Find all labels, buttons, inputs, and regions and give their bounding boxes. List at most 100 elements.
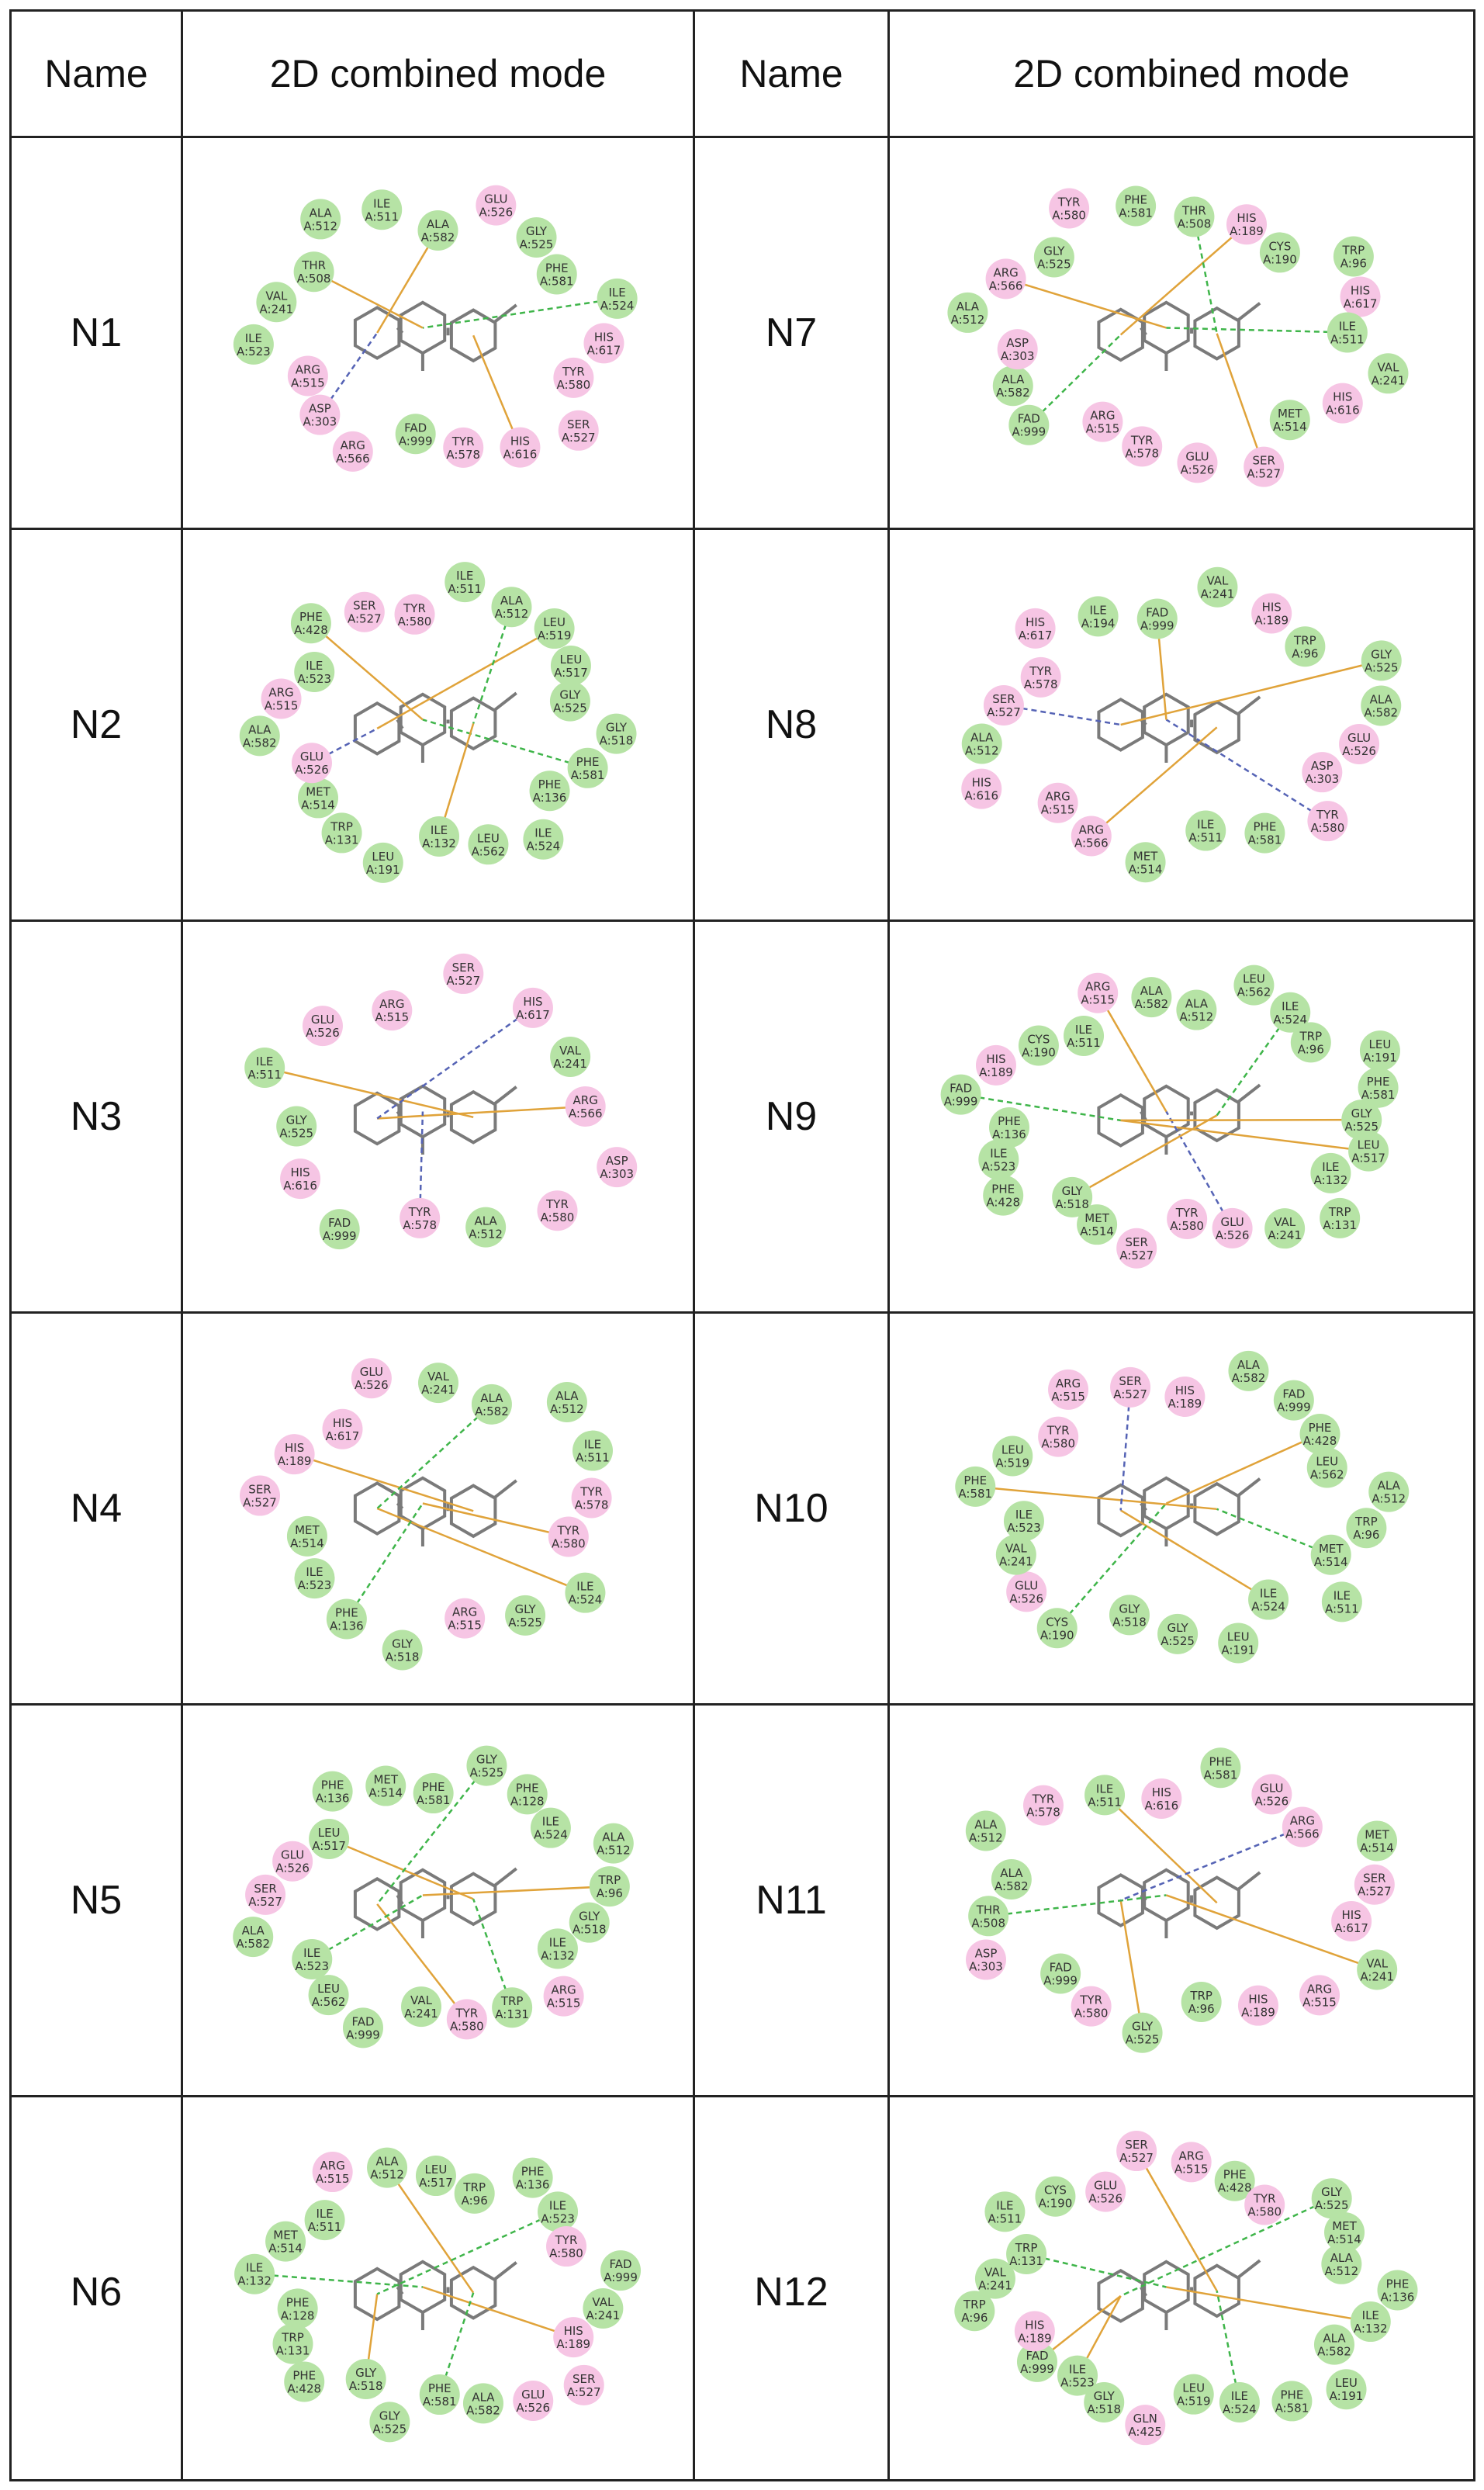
residue-label: PHE [1254,820,1277,834]
residue-number: A:96 [1340,257,1367,271]
residue-label: LEU [1369,1037,1392,1051]
residue-number: A:514 [1273,420,1307,434]
residue-number: A:519 [1177,2395,1211,2409]
residue-label: ILE [256,1055,273,1068]
residue-number: A:617 [1344,296,1378,310]
residue-number: A:519 [538,629,572,642]
residue-number: A:518 [600,734,634,748]
interaction-diagram: GLYA:525TYRA:580FADA:999ASPA:303THRA:508… [965,1747,1398,2053]
residue-number: A:514 [368,1786,403,1800]
residue-number: A:515 [448,1619,482,1633]
residue-label: ARG [268,686,293,700]
residue-number: A:578 [1024,677,1058,691]
residue-label: TRP [500,1994,524,2008]
residue-number: A:241 [260,302,294,316]
residue-number: A:524 [569,1593,603,1607]
residue-label: FAD [1018,412,1040,426]
residue-label: TYR [1029,664,1052,678]
residue-number: A:527 [348,612,382,626]
residue-label: ASP [1311,759,1334,773]
docking-results-table: Name 2D combined mode Name 2D combined m… [9,9,1475,2481]
residue-number: A:580 [552,1536,586,1550]
residue-label: ILE [542,1815,559,1829]
residue-label: VAL [559,1044,582,1058]
residue-label: GLY [1321,2185,1343,2199]
residue-number: A:524 [527,840,561,854]
residue-number: A:617 [326,1429,360,1443]
residue-number: A:511 [1067,1036,1101,1050]
residue-label: GLU [360,1365,383,1379]
residue-number: A:515 [547,1997,581,2010]
residue-label: ILE [549,1935,566,1949]
residue-label: MET [1133,849,1158,863]
residue-number: A:514 [1327,2232,1361,2246]
residue-number: A:132 [1354,2322,1388,2336]
residue-label: ILE [1015,1508,1033,1522]
residue-label: PHE [991,1183,1015,1197]
residue-label: ASP [309,402,331,416]
residue-label: CYS [1046,1615,1068,1629]
residue-number: A:132 [422,836,456,850]
residue-label: TYR [451,435,475,448]
residue-number: A:190 [1040,1628,1074,1642]
residue-number: A:303 [1305,772,1339,786]
residue-number: A:566 [569,1106,603,1120]
residue-label: ILE [1197,818,1214,832]
interaction-diagram: LEUA:517ILEA:132TRPA:131VALA:241GLUA:526… [940,964,1400,1269]
diagram-cell-n6: GLY A:518 PHE A:428 TRP A:131 PHE A:128 ILE A:132… [183,2097,693,2487]
residue-number: A:96 [1298,1042,1324,1056]
residue-label: TRP [598,1873,621,1887]
residue-number: A:303 [600,1167,634,1181]
residue-number: A:515 [1302,1995,1337,2009]
ligand-structure [353,2260,517,2330]
residue-number: A:582 [996,386,1030,400]
residue-number: A:518 [572,1923,607,1937]
residue-label: GLY [1043,244,1065,258]
residue-number: A:515 [375,1010,409,1024]
residue-label: PHE [998,1114,1021,1128]
residue-label: LEU [543,615,566,629]
residue-label: GLU [1260,1781,1283,1795]
residue-number: A:96 [1188,2002,1215,2016]
residue-number: A:527 [567,2385,601,2399]
residue-label: CYS [1044,2184,1067,2197]
residue-label: TYR [1032,1792,1055,1806]
row-divider [12,2095,1473,2097]
residue-number: A:425 [1128,2425,1162,2439]
residue-number: A:525 [373,2422,407,2436]
residue-label: MET [373,1773,398,1787]
residue-label: HIS [333,1416,352,1430]
